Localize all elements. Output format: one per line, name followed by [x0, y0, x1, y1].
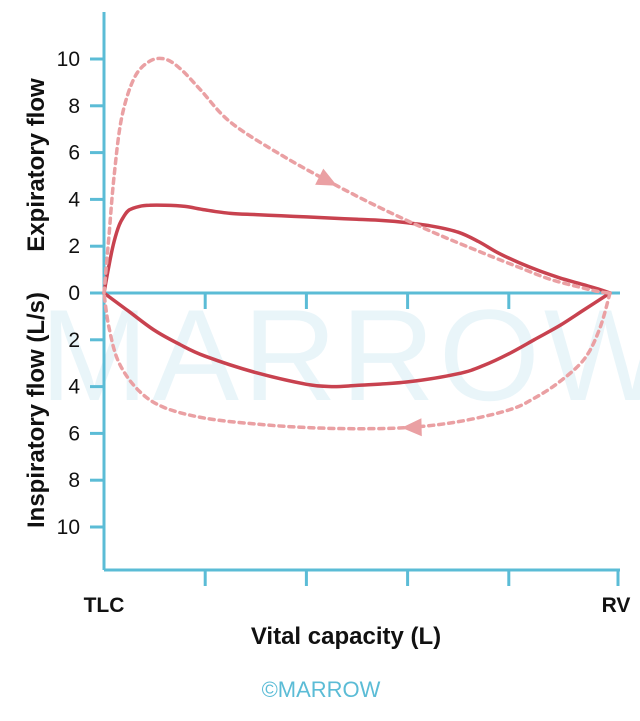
- y-axis-title-inspiratory: Inspiratory flow (L/s): [23, 292, 50, 528]
- y-tick-label: 6: [68, 142, 80, 165]
- y-tick-label: 0: [68, 282, 80, 305]
- y-tick-label: 4: [68, 188, 80, 211]
- dashed-loop-line-3: [102, 291, 612, 431]
- y-tick-label: 10: [57, 48, 80, 71]
- x-axis-title: Vital capacity (L): [251, 623, 441, 650]
- y-tick-label: 10: [57, 516, 80, 539]
- y-tick-label: 8: [68, 95, 80, 118]
- flow-loop-line-1: [102, 291, 612, 389]
- watermark: MARROW: [40, 282, 640, 428]
- flow-loop-line-0: [102, 203, 612, 295]
- y-tick-label: 8: [68, 469, 80, 492]
- y-axis-ticks: 10 8 6 4 2 0 2 4 6 8 10: [57, 48, 104, 539]
- x-axis-ticks: [203, 293, 620, 586]
- x-end-label-rv: RV: [602, 594, 631, 617]
- y-axis-title-expiratory: Expiratory flow: [23, 78, 50, 252]
- y-tick-label: 2: [68, 235, 80, 258]
- direction-arrow-0: [315, 168, 338, 186]
- y-tick-label: 2: [68, 329, 80, 352]
- dashed-loop-line-2: [102, 56, 612, 295]
- y-tick-label: 4: [68, 376, 80, 399]
- y-tick-label: 6: [68, 422, 80, 445]
- copyright-credit: ©MARROW: [262, 677, 381, 702]
- x-end-label-tlc: TLC: [84, 594, 125, 617]
- series-layer: [102, 56, 612, 437]
- direction-arrow-1: [401, 418, 422, 437]
